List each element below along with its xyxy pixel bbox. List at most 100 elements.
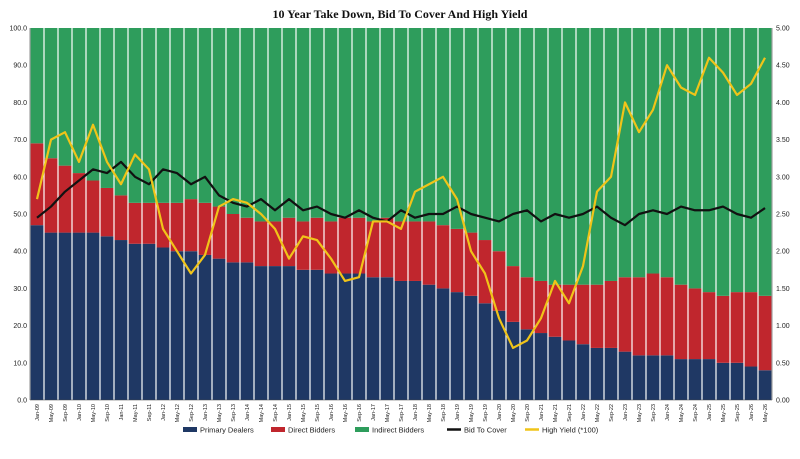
bar (114, 28, 128, 196)
bar (660, 355, 674, 400)
bar (464, 28, 478, 233)
x-tick-label: Sep-15 (315, 404, 321, 422)
x-tick-label: Sep-21 (567, 404, 573, 422)
bar (646, 28, 660, 274)
bar (702, 359, 716, 400)
bar (730, 28, 744, 293)
right-axis: 0.00 0.50 1.00 1.50 2.00 2.50 3.00 3.50 4.00 4.50… (771, 26, 790, 405)
bar (366, 221, 380, 278)
bar (30, 28, 44, 144)
x-tick-label: Jan-12 (161, 404, 167, 421)
bar (352, 28, 366, 218)
bar (730, 292, 744, 363)
bar (562, 340, 576, 400)
x-tick-label: Jan-17 (371, 404, 377, 421)
x-tick-label: Jan-23 (623, 404, 629, 421)
bar (86, 28, 100, 181)
x-tick-label: Jan-18 (413, 404, 419, 421)
bar (212, 206, 226, 259)
right-tick-label: 4.00 (776, 100, 790, 107)
x-tick-label: May-12 (175, 404, 181, 422)
bar (604, 280, 618, 348)
bar (590, 347, 604, 400)
bar (436, 28, 450, 226)
left-tick-label: 60.0 (13, 174, 27, 181)
bar (296, 269, 310, 400)
x-tick-label: May-26 (763, 404, 769, 422)
bar (576, 28, 590, 285)
x-tick-label: Sep-09 (63, 404, 69, 422)
legend: Primary Dealers Direct Bidders Indirect Bi… (183, 426, 599, 435)
bar (282, 28, 296, 218)
bar (730, 362, 744, 400)
bar (618, 351, 632, 400)
right-tick-label: 0.50 (776, 360, 790, 367)
left-tick-label: 50.0 (13, 212, 27, 219)
bar (324, 28, 338, 222)
bar (380, 28, 394, 218)
x-tick-label: Jan-26 (749, 404, 755, 421)
x-tick-label: Sep-10 (105, 404, 111, 422)
x-axis: Jan-09 May-09 Sep-09 Jan-10 May-10 Sep-10 Jan-… (30, 399, 772, 422)
x-tick-label: Sep-18 (441, 404, 447, 422)
bar (674, 28, 688, 285)
bar (212, 258, 226, 400)
x-tick-label: Jan-14 (245, 404, 251, 421)
x-tick-label: May-25 (721, 404, 727, 422)
bar (212, 28, 226, 207)
bar (534, 280, 548, 334)
x-tick-label: Sep-14 (273, 404, 279, 422)
bar (240, 28, 254, 218)
bar (436, 288, 450, 400)
x-tick-label: Jan-09 (35, 404, 41, 421)
bar (646, 273, 660, 356)
bar (58, 232, 72, 400)
bar (604, 347, 618, 400)
bar (716, 362, 730, 400)
series-line (36, 160, 766, 227)
x-tick-label: Sep-25 (735, 404, 741, 422)
bar (240, 217, 254, 263)
bar (170, 28, 184, 203)
bar (408, 221, 422, 281)
bar (156, 28, 170, 203)
bar (142, 202, 156, 244)
bar (380, 277, 394, 400)
left-tick-label: 10.0 (13, 360, 27, 367)
x-tick-label: May-21 (553, 404, 559, 422)
bar (254, 221, 268, 267)
bar (296, 221, 310, 270)
legend-label: Bid To Cover (464, 426, 507, 435)
x-tick-label: Sep-23 (651, 404, 657, 422)
bar (576, 344, 590, 400)
right-tick-label: 1.50 (776, 286, 790, 293)
bar (548, 28, 562, 285)
bar (506, 266, 520, 322)
bar (744, 366, 758, 400)
bar (688, 28, 702, 289)
bar (254, 266, 268, 400)
x-tick-label: Jan-24 (665, 404, 671, 421)
left-tick-label: 0.0 (17, 398, 27, 405)
legend-swatch (271, 427, 285, 432)
x-tick-label: Jan-21 (539, 404, 545, 421)
bar (492, 251, 506, 311)
bar (590, 28, 604, 285)
left-tick-label: 30.0 (13, 286, 27, 293)
bar (114, 195, 128, 241)
left-tick-label: 40.0 (13, 249, 27, 256)
x-tick-label: Jan-19 (455, 404, 461, 421)
bar (674, 284, 688, 360)
x-tick-label: Jan-11 (119, 404, 125, 420)
left-axis: 0.0 10.0 20.0 30.0 40.0 50.0 60.0 70.0 80.0 90.0 1… (9, 26, 31, 405)
x-tick-label: Jan-15 (287, 404, 293, 421)
x-tick-label: Sep-11 (147, 404, 153, 421)
x-tick-label: Jan-25 (707, 404, 713, 421)
bar (268, 266, 282, 400)
bar (436, 225, 450, 289)
legend-label: Direct Bidders (288, 426, 335, 435)
x-tick-label: Jan-13 (203, 404, 209, 421)
bar (520, 329, 534, 400)
x-tick-label: Jan-10 (77, 404, 83, 421)
legend-swatch (183, 427, 197, 432)
